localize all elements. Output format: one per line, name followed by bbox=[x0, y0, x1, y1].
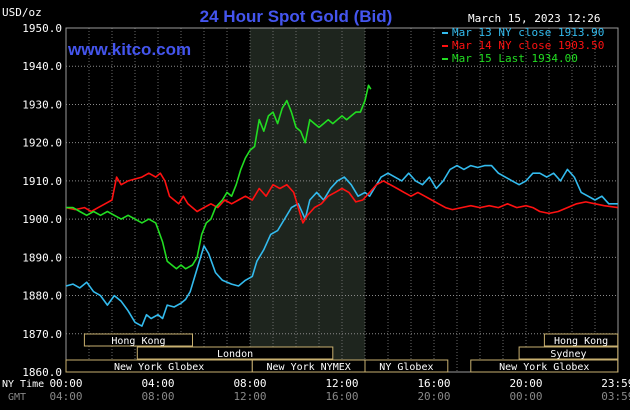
y-tick-label: 1930.0 bbox=[22, 98, 62, 111]
y-tick-label: 1940.0 bbox=[22, 60, 62, 73]
session-bar bbox=[136, 346, 334, 360]
series-line bbox=[65, 172, 618, 224]
series-line bbox=[65, 164, 618, 327]
x-tick-label-gmt: 20:00 bbox=[417, 390, 450, 403]
session-label: New York Globex bbox=[114, 362, 204, 373]
session-label: New York NYMEX bbox=[267, 362, 351, 373]
timestamp: March 15, 2023 12:26 bbox=[468, 12, 600, 25]
series-line bbox=[66, 84, 372, 270]
market-sessions: Hong Kong Hong Kong London Sydney New York G… bbox=[65, 333, 619, 373]
x-tick-label-gmt: 16:00 bbox=[325, 390, 358, 403]
y-tick-label: 1890.0 bbox=[22, 251, 62, 264]
y-tick-label: 1860.0 bbox=[22, 366, 62, 379]
session-bar bbox=[83, 333, 193, 347]
legend-entry: Mar 13 NY close 1913.90 bbox=[452, 26, 604, 39]
x-tick-label-gmt: 04:00 bbox=[49, 390, 82, 403]
legend-entry: Mar 14 NY close 1903.50 bbox=[452, 39, 604, 52]
session-label: Sydney bbox=[550, 349, 586, 360]
x-tick-label-gmt: 12:00 bbox=[233, 390, 266, 403]
y-tick-label: 1920.0 bbox=[22, 137, 62, 150]
x-tick-label-ny: 04:00 bbox=[141, 377, 174, 390]
chart-title: 24 Hour Spot Gold (Bid) bbox=[200, 7, 393, 26]
highlight-band bbox=[250, 28, 365, 372]
x-tick-label-ny: 23:59 bbox=[601, 377, 630, 390]
x-tick-label-ny: 16:00 bbox=[417, 377, 450, 390]
series-lines bbox=[65, 84, 618, 327]
x-tick-label-ny: 00:00 bbox=[49, 377, 82, 390]
x-tick-label-gmt: 08:00 bbox=[141, 390, 174, 403]
session-label: NY Globex bbox=[379, 362, 433, 373]
watermark: www.kitco.com bbox=[67, 40, 191, 59]
session-label: Hong Kong bbox=[554, 336, 608, 347]
y-tick-label: 1880.0 bbox=[22, 290, 62, 303]
session-bar bbox=[543, 333, 619, 347]
y-axis-label: USD/oz bbox=[2, 6, 42, 19]
x-axis-gmt-label: GMT bbox=[8, 392, 26, 403]
x-tick-labels: 00:0004:0008:0012:0016:0020:0023:5904:00… bbox=[49, 377, 630, 403]
x-tick-label-gmt: 03:59 bbox=[601, 390, 630, 403]
y-tick-label: 1910.0 bbox=[22, 175, 62, 188]
x-tick-label-ny: 20:00 bbox=[509, 377, 542, 390]
x-tick-label-ny: 08:00 bbox=[233, 377, 266, 390]
session-bar bbox=[470, 359, 619, 373]
legend-entry: Mar 15 Last 1934.00 bbox=[452, 52, 578, 65]
session-label: Hong Kong bbox=[111, 336, 165, 347]
y-tick-label: 1870.0 bbox=[22, 328, 62, 341]
y-tick-label: 1900.0 bbox=[22, 213, 62, 226]
session-label: New York Globex bbox=[499, 362, 589, 373]
y-tick-label: 1950.0 bbox=[22, 22, 62, 35]
session-bar bbox=[364, 359, 449, 373]
x-tick-label-gmt: 00:00 bbox=[509, 390, 542, 403]
y-tick-labels: 1950.0 1940.0 1930.0 1920.0 1910.0 1900.0 1890… bbox=[22, 22, 62, 379]
session-bar bbox=[518, 346, 619, 360]
x-tick-label-ny: 12:00 bbox=[325, 377, 358, 390]
x-axis-ny-label: NY Time bbox=[2, 379, 44, 390]
session-label: London bbox=[217, 349, 253, 360]
